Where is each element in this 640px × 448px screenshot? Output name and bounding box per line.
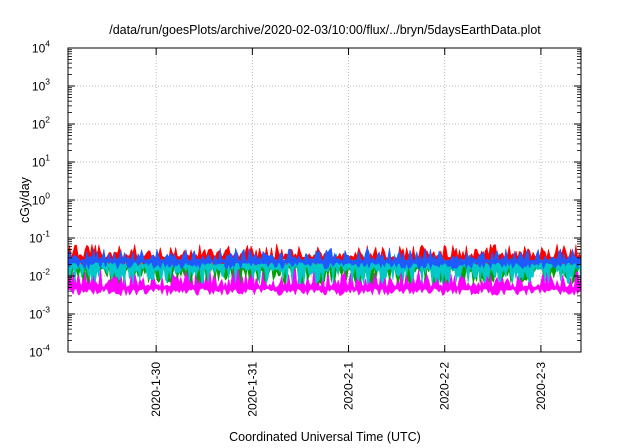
y-tick-label: 104 bbox=[32, 39, 50, 56]
y-axis-label: cGy/day bbox=[18, 176, 32, 223]
x-tick-label: 2020-2-2 bbox=[438, 362, 452, 410]
chart-title: /data/run/goesPlots/archive/2020-02-03/1… bbox=[109, 23, 541, 37]
y-tick-label: 10-1 bbox=[29, 229, 50, 246]
y-tick-label: 103 bbox=[32, 77, 50, 94]
y-tick-label: 100 bbox=[32, 191, 50, 208]
y-tick-label: 101 bbox=[32, 153, 50, 170]
y-tick-label: 102 bbox=[32, 115, 50, 132]
x-axis-label: Coordinated Universal Time (UTC) bbox=[229, 430, 421, 444]
y-tick-label: 10-2 bbox=[29, 267, 50, 284]
axis-ticks bbox=[68, 47, 581, 353]
tick-labels: 104 103 102 101 100 10-1 10-2 10-3 10-4 2020-1-30… bbox=[29, 39, 548, 417]
x-tick-label: 2020-2-3 bbox=[534, 362, 548, 410]
y-tick-label: 10-4 bbox=[29, 343, 50, 360]
x-tick-label: 2020-1-31 bbox=[245, 362, 259, 417]
y-tick-label: 10-3 bbox=[29, 305, 50, 322]
x-tick-label: 2020-1-30 bbox=[149, 362, 163, 417]
x-tick-label: 2020-2-1 bbox=[342, 362, 356, 410]
